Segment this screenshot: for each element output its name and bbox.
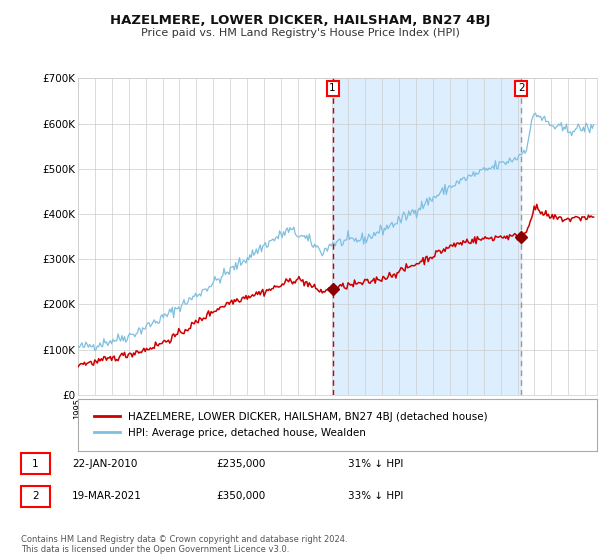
Text: 1: 1 [32, 459, 39, 469]
Text: 1: 1 [329, 83, 336, 93]
Text: 31% ↓ HPI: 31% ↓ HPI [348, 459, 403, 469]
Text: £350,000: £350,000 [216, 491, 265, 501]
Text: 2: 2 [32, 491, 39, 501]
Text: 2: 2 [518, 83, 524, 93]
Text: Contains HM Land Registry data © Crown copyright and database right 2024.: Contains HM Land Registry data © Crown c… [21, 535, 347, 544]
Text: 22-JAN-2010: 22-JAN-2010 [72, 459, 137, 469]
Text: 33% ↓ HPI: 33% ↓ HPI [348, 491, 403, 501]
Legend: HAZELMERE, LOWER DICKER, HAILSHAM, BN27 4BJ (detached house), HPI: Average price: HAZELMERE, LOWER DICKER, HAILSHAM, BN27 … [88, 407, 493, 443]
Text: Price paid vs. HM Land Registry's House Price Index (HPI): Price paid vs. HM Land Registry's House … [140, 28, 460, 38]
Bar [332, 78, 521, 395]
Text: This data is licensed under the Open Government Licence v3.0.: This data is licensed under the Open Gov… [21, 545, 289, 554]
Text: 19-MAR-2021: 19-MAR-2021 [72, 491, 142, 501]
Text: £235,000: £235,000 [216, 459, 265, 469]
Text: HAZELMERE, LOWER DICKER, HAILSHAM, BN27 4BJ: HAZELMERE, LOWER DICKER, HAILSHAM, BN27 … [110, 14, 490, 27]
